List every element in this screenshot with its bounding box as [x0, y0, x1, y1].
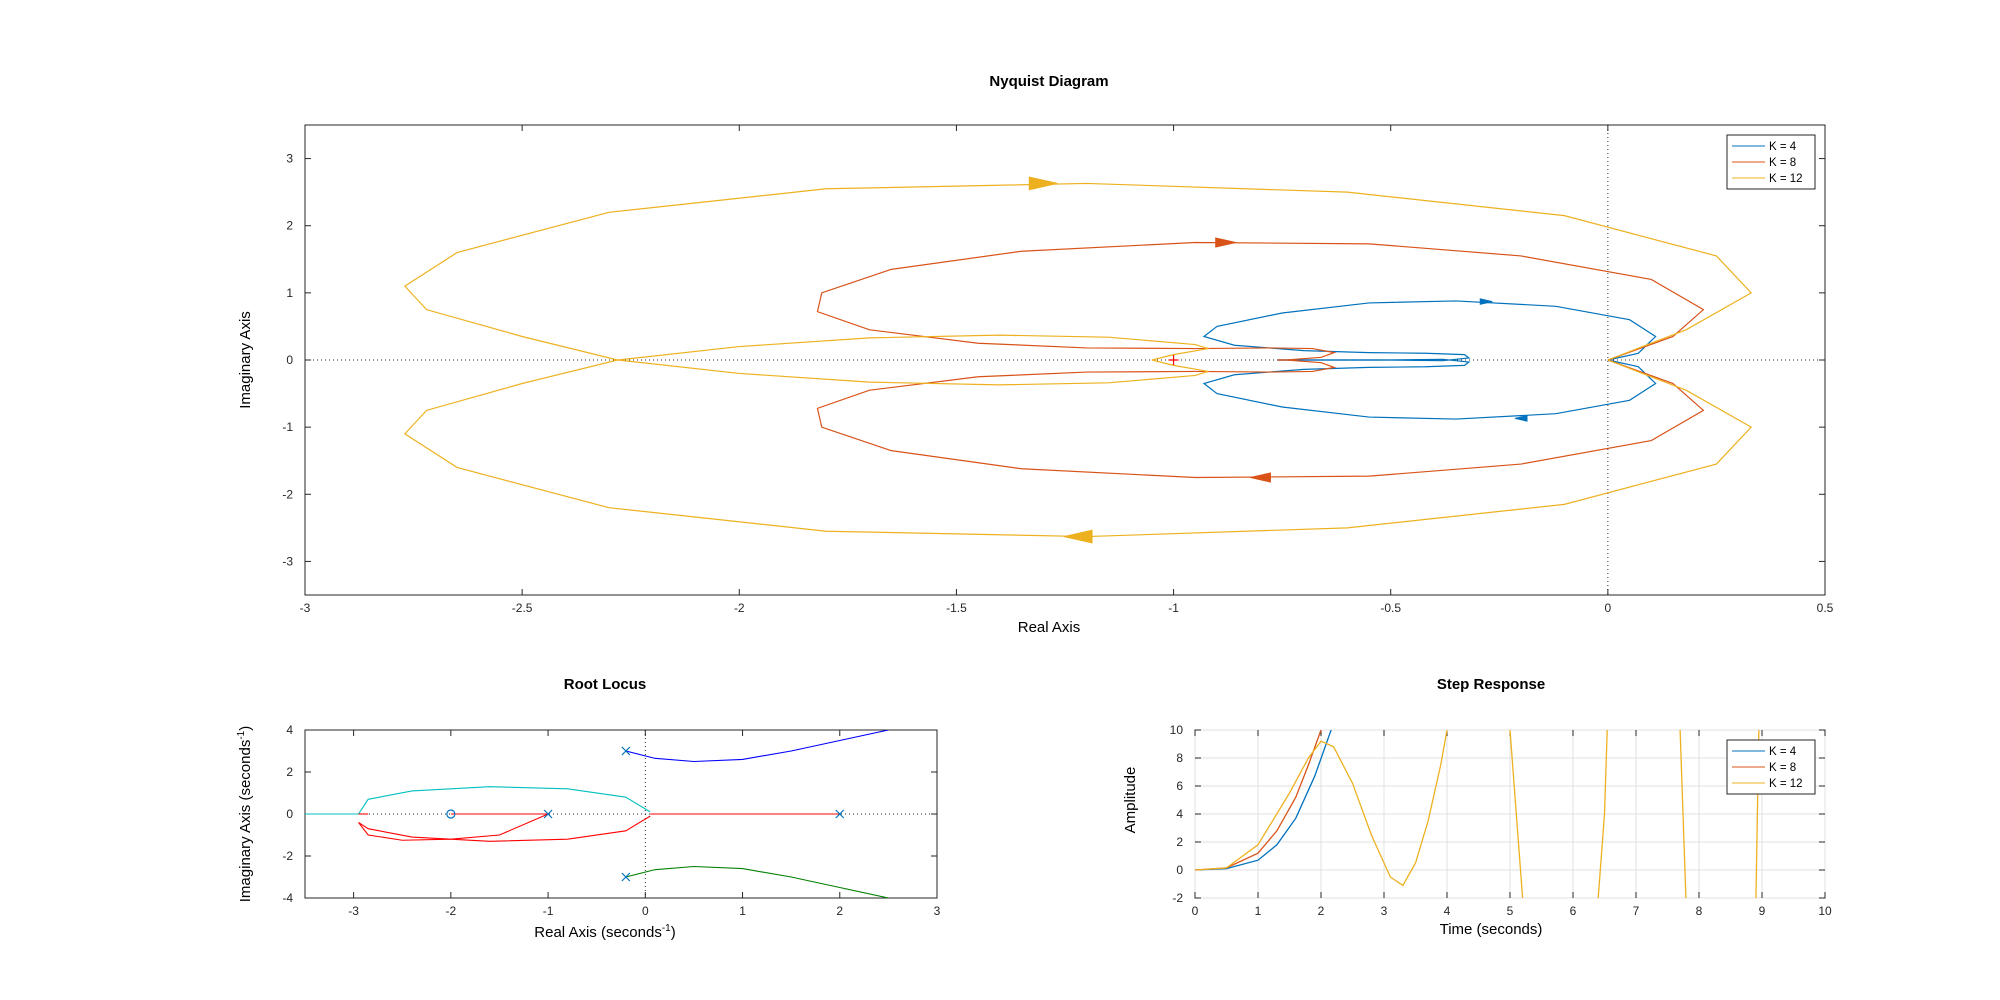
root-locus-ytick-label: 0: [286, 807, 293, 821]
root-locus-pole-marker: [621, 746, 631, 756]
root-locus-xtick-label: 3: [934, 904, 941, 918]
legend-entry: K = 8: [1769, 762, 1796, 774]
root-locus-xtick-label: -2: [446, 904, 457, 918]
step-response-xtick-label: 5: [1507, 904, 1514, 918]
step-response-xtick-label: 9: [1759, 904, 1766, 918]
nyquist-ytick-label: -3: [282, 554, 293, 568]
nyquist-series-k-8-positive: [816, 241, 1705, 361]
step-response-ytick-label: 0: [1176, 863, 1183, 877]
root-locus-xtick-label: -1: [543, 904, 554, 918]
nyquist-ylabel: Imaginary Axis: [237, 311, 254, 409]
nyquist-xtick-label: -0.5: [1380, 601, 1401, 615]
nyquist-xtick-label: -2.5: [512, 601, 533, 615]
nyquist-arrow-k-12-lower: [1063, 529, 1093, 544]
legend-entry: K = 4: [1769, 746, 1797, 758]
step-response-ytick-label: 6: [1176, 779, 1183, 793]
step-response-ytick-label: 2: [1176, 835, 1183, 849]
root-locus-branch: [625, 730, 889, 763]
step-response-xtick-label: 7: [1633, 904, 1640, 918]
root-locus-xtick-label: 0: [642, 904, 649, 918]
nyquist-arrow-k-12-upper: [1028, 176, 1058, 191]
root-locus-branch: [625, 865, 889, 898]
step-response-ytick-label: 10: [1170, 723, 1184, 737]
nyquist-plot: Nyquist Diagram -3 -2.5 -2 -1.5 -1 -0.5 0 0.5 -3…: [237, 73, 1834, 636]
nyquist-critical-point-marker: [1168, 355, 1179, 365]
nyquist-xtick-label: -1: [1168, 601, 1179, 615]
root-locus-pole-marker: [835, 809, 845, 819]
root-locus-pole-marker: [621, 872, 631, 882]
root-locus-ytick-label: 4: [286, 723, 293, 737]
nyquist-ytick-label: 2: [286, 219, 293, 233]
root-locus-ytick-label: 2: [286, 765, 293, 779]
step-response-plot: Step Response 0 1 2 3 4 5 6 7 8 9 10 -2 0 2 4 6 8 10 Time…: [1122, 676, 1832, 938]
step-response-xtick-label: 0: [1192, 904, 1199, 918]
step-response-ytick-label: 8: [1176, 751, 1183, 765]
nyquist-xtick-label: 0.5: [1817, 601, 1834, 615]
root-locus-ytick-label: -4: [282, 891, 293, 905]
root-locus-branch: [358, 786, 651, 815]
root-locus-xtick-label: 1: [739, 904, 746, 918]
step-response-xtick-label: 2: [1318, 904, 1325, 918]
nyquist-ytick-label: 0: [286, 353, 293, 367]
nyquist-xtick-label: -2: [734, 601, 745, 615]
step-response-xtick-label: 3: [1381, 904, 1388, 918]
step-response-xtick-label: 6: [1570, 904, 1577, 918]
nyquist-ytick-label: 3: [286, 152, 293, 166]
nyquist-title: Nyquist Diagram: [989, 73, 1108, 90]
step-response-ylabel: Amplitude: [1122, 767, 1139, 834]
step-response-xlabel: Time (seconds): [1440, 921, 1543, 938]
step-response-ytick-label: 4: [1176, 807, 1183, 821]
nyquist-arrow-k-8-upper: [1215, 237, 1236, 248]
root-locus-title: Root Locus: [564, 676, 647, 693]
legend-entry: K = 4: [1769, 141, 1797, 153]
nyquist-xlabel: Real Axis: [1018, 619, 1081, 636]
legend-entry: K = 8: [1769, 157, 1796, 169]
nyquist-series-k-8-negative: [816, 359, 1705, 479]
nyquist-xtick-label: -1.5: [946, 601, 967, 615]
nyquist-ytick-label: 1: [286, 286, 293, 300]
nyquist-arrow-k-4-upper: [1479, 298, 1493, 305]
nyquist-legend: K = 4 K = 8 K = 12: [1726, 134, 1816, 190]
nyquist-series-k-12-negative: [403, 334, 1753, 538]
step-response-series-k-12: [1195, 730, 1760, 898]
root-locus-ytick-label: -2: [282, 849, 293, 863]
root-locus-zero-marker: [446, 809, 456, 819]
step-response-xtick-label: 8: [1696, 904, 1703, 918]
nyquist-ytick-label: -1: [282, 420, 293, 434]
nyquist-xtick-label: -3: [300, 601, 311, 615]
root-locus-xtick-label: 2: [836, 904, 843, 918]
root-locus-plot: Root Locus -3 -2 -1 0 1 2 3 -4 -2 0 2 4 Real Axis (…: [236, 676, 941, 941]
step-response-title: Step Response: [1437, 676, 1545, 693]
legend-entry: K = 12: [1769, 173, 1803, 185]
nyquist-series-k-12-positive: [403, 182, 1753, 386]
root-locus-ylabel: Imaginary Axis (seconds-1): [236, 726, 254, 902]
step-response-xtick-label: 1: [1255, 904, 1262, 918]
nyquist-xtick-label: 0: [1605, 601, 1612, 615]
step-response-xtick-label: 4: [1444, 904, 1451, 918]
root-locus-xtick-label: -3: [348, 904, 359, 918]
step-response-legend: K = 4 K = 8 K = 12: [1726, 739, 1816, 795]
root-locus-xlabel: Real Axis (seconds-1): [534, 923, 675, 941]
nyquist-arrow-k-8-lower: [1250, 472, 1271, 483]
step-response-series-k-4: [1195, 730, 1332, 871]
nyquist-ytick-label: -2: [282, 487, 293, 501]
root-locus-branch: [358, 813, 651, 842]
step-response-xtick-label: 10: [1818, 904, 1832, 918]
legend-entry: K = 12: [1769, 778, 1803, 790]
nyquist-series-k-4-negative: [1202, 358, 1657, 420]
nyquist-arrow-k-4-lower: [1514, 415, 1528, 422]
root-locus-pole-marker: [543, 809, 553, 819]
step-response-ytick-label: -2: [1172, 891, 1183, 905]
